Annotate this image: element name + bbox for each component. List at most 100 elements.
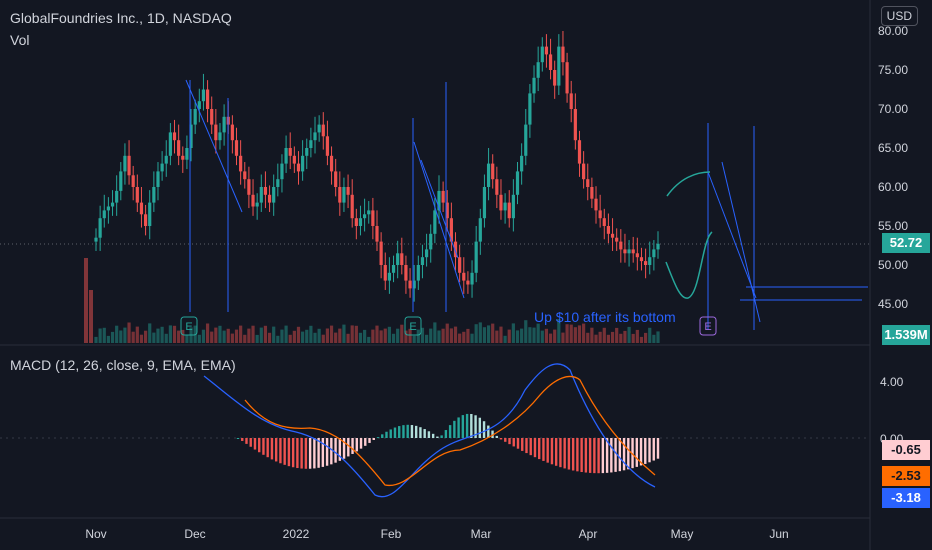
volume-bar bbox=[429, 328, 433, 343]
volume-bar bbox=[627, 326, 631, 343]
candle-body bbox=[168, 132, 172, 156]
candle-body bbox=[429, 233, 433, 250]
volume-bar bbox=[272, 326, 276, 343]
volume-bar bbox=[143, 330, 148, 343]
volume-bar bbox=[168, 325, 172, 343]
candle-body bbox=[544, 46, 549, 55]
candle-body bbox=[276, 179, 280, 187]
price-tick-label: 55.00 bbox=[878, 219, 908, 233]
macd-histogram-bar bbox=[487, 425, 490, 438]
volume-bar bbox=[375, 325, 379, 343]
macd-label: MACD (12, 26, close, 9, EMA, EMA) bbox=[10, 357, 236, 373]
macd-histogram-bar bbox=[406, 424, 409, 438]
macd-histogram-bar bbox=[308, 438, 312, 469]
volume-bar bbox=[639, 336, 644, 343]
macd-histogram-bar bbox=[567, 438, 571, 470]
macd-histogram-bar bbox=[351, 438, 354, 454]
candle-body bbox=[586, 179, 590, 187]
volume-bar bbox=[106, 335, 110, 343]
volume-bar bbox=[424, 334, 429, 343]
candle-body bbox=[214, 124, 218, 141]
volume-bar bbox=[619, 333, 623, 343]
candle-body bbox=[486, 163, 491, 187]
candle-body bbox=[251, 194, 255, 207]
volume-bar bbox=[110, 331, 115, 343]
volume-bar bbox=[623, 330, 627, 343]
volume-bar bbox=[222, 330, 226, 343]
volume-bar bbox=[610, 331, 615, 343]
macd-histogram-bar bbox=[266, 438, 269, 458]
time-tick-label: Nov bbox=[85, 527, 106, 541]
candle-body bbox=[288, 148, 292, 156]
volume-bar bbox=[544, 328, 549, 343]
macd-histogram-bar bbox=[274, 438, 278, 462]
macd-histogram-bar bbox=[393, 427, 397, 438]
currency-button[interactable]: USD bbox=[880, 6, 918, 26]
macd-histogram-bar bbox=[618, 438, 622, 472]
candle-body bbox=[338, 187, 342, 203]
volume-bar bbox=[342, 324, 346, 343]
macd-histogram-bar bbox=[580, 438, 583, 473]
candle-body bbox=[420, 257, 425, 265]
price-tick-label: 75.00 bbox=[878, 63, 908, 77]
candle-body bbox=[433, 210, 437, 234]
macd-histogram-bar bbox=[321, 438, 325, 467]
volume-bar bbox=[416, 329, 420, 343]
macd-histogram-bar bbox=[478, 417, 482, 438]
volume-bar bbox=[358, 332, 363, 343]
volume-bar bbox=[470, 333, 474, 343]
volume-bar bbox=[164, 333, 168, 343]
candle-body bbox=[197, 101, 201, 109]
volume-bar bbox=[172, 325, 177, 343]
candle-body bbox=[143, 214, 148, 226]
drawing-trend-line bbox=[721, 161, 761, 323]
candle-body bbox=[358, 218, 363, 226]
volume-bar bbox=[404, 330, 408, 343]
candle-body bbox=[598, 210, 602, 219]
volume-bar bbox=[205, 323, 210, 343]
macd-histogram-bar bbox=[423, 429, 426, 438]
volume-bar bbox=[474, 324, 478, 343]
earnings-marker bbox=[180, 316, 198, 336]
candle-body bbox=[301, 155, 305, 172]
macd-histogram-bar bbox=[457, 417, 460, 438]
macd-histogram-bar bbox=[368, 438, 371, 443]
volume-bar bbox=[520, 328, 524, 343]
volume-bar bbox=[346, 333, 350, 343]
volume-bar bbox=[536, 323, 540, 343]
volume-label: Vol bbox=[10, 32, 30, 48]
candle-body bbox=[317, 124, 321, 133]
time-tick-label: 2022 bbox=[283, 527, 310, 541]
candle-body bbox=[325, 136, 330, 156]
candle-body bbox=[594, 198, 598, 211]
volume-bar bbox=[379, 330, 383, 343]
price-tick-label: 45.00 bbox=[878, 297, 908, 311]
candle-body bbox=[156, 171, 160, 187]
candle-body bbox=[383, 265, 387, 281]
candle-body bbox=[627, 249, 631, 254]
macd-histogram-bar bbox=[325, 438, 329, 466]
volume-tag: 1.539M bbox=[882, 325, 930, 345]
macd-signal-line bbox=[244, 375, 656, 486]
candle-body bbox=[292, 155, 296, 164]
candle-body bbox=[371, 210, 375, 226]
macd-histogram-bar bbox=[436, 436, 439, 438]
candle-body bbox=[536, 62, 540, 78]
candle-body bbox=[453, 241, 458, 258]
macd-histogram-bar bbox=[470, 413, 473, 438]
candle-body bbox=[243, 171, 247, 180]
candle-body bbox=[462, 272, 466, 281]
volume-bar bbox=[185, 334, 189, 343]
volume-bar bbox=[458, 333, 462, 343]
candle-body bbox=[148, 202, 152, 226]
time-tick-label: Dec bbox=[184, 527, 205, 541]
candle-body bbox=[379, 241, 383, 265]
candle-body bbox=[346, 187, 350, 195]
volume-bar bbox=[594, 334, 598, 343]
macd-histogram-bar bbox=[576, 438, 579, 472]
candle-body bbox=[458, 257, 462, 273]
volume-bar bbox=[503, 335, 507, 343]
candle-body bbox=[255, 202, 259, 207]
